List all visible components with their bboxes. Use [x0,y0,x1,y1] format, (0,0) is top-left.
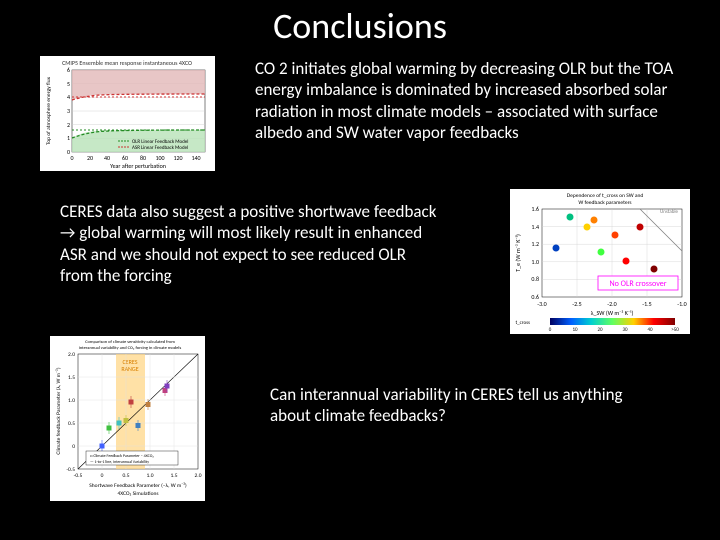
svg-text:0: 0 [101,473,104,479]
svg-text:-2.0: -2.0 [607,300,616,308]
svg-text:1: 1 [67,134,70,142]
svg-text:Dependence of t_cross on SW an: Dependence of t_cross on SW and [567,193,644,199]
svg-text:1.5: 1.5 [171,473,178,479]
svg-text:80: 80 [140,154,146,162]
svg-text:Top of atmosphere energy flux: Top of atmosphere energy flux [46,76,52,145]
conclusion-text-1: CO 2 initiates global warming by decreas… [215,56,700,143]
svg-text:0.5: 0.5 [123,473,130,479]
chart-feedback-dependence: Dependence of t_cross on SW and W feedba… [510,189,690,334]
svg-text:120: 120 [173,154,182,162]
chart1-title: CMIP5 Ensemble mean response instantaneo… [62,59,192,67]
svg-text:1.0: 1.0 [531,258,539,266]
svg-text:2.0: 2.0 [195,473,202,479]
slide-title: Conclusions [0,0,720,56]
svg-text:RANGE: RANGE [121,365,138,373]
conclusion-text-3: Can interannual variability in CERES tel… [205,336,625,427]
svg-text:Shortwave Feedback Parameter (: Shortwave Feedback Parameter (–λ, W m⁻²) [89,482,187,489]
svg-text:1.4: 1.4 [531,223,539,231]
svg-text:2: 2 [67,121,70,129]
svg-text:-2.5: -2.5 [572,300,581,308]
svg-text:1.0: 1.0 [147,473,154,479]
svg-text:5: 5 [67,80,70,88]
svg-text:30: 30 [622,327,628,333]
svg-text:Unstable: Unstable [660,209,679,215]
svg-text:t_cross: t_cross [516,320,531,326]
svg-text:60: 60 [122,154,128,162]
svg-text:λ_SW (W m⁻² K⁻¹): λ_SW (W m⁻² K⁻¹) [591,309,634,317]
svg-text:0.6: 0.6 [531,293,539,301]
svg-text:— 1-to-1 line, Interannual Var: — 1-to-1 line, Interannual Variability [90,460,149,465]
svg-text:-1.5: -1.5 [642,300,651,308]
svg-text:20: 20 [87,154,93,162]
svg-text:T_e (W m⁻² K⁻¹): T_e (W m⁻² K⁻¹) [514,234,522,272]
svg-text:4XCO₂ Simulations: 4XCO₂ Simulations [117,491,158,497]
svg-text:0: 0 [70,154,73,162]
chart-toa-energy: CMIP5 Ensemble mean response instantaneo… [40,56,215,171]
conclusion-text-2: CERES data also suggest a positive short… [60,189,440,286]
svg-text:-0.5: -0.5 [74,473,83,479]
svg-text:Year after perturbation: Year after perturbation [110,162,166,170]
svg-text:Climate feedback Parameter (λ,: Climate feedback Parameter (λ, W m⁻²) [55,367,62,454]
svg-text:1.5: 1.5 [68,375,75,381]
svg-text:1.0: 1.0 [68,398,75,404]
svg-text:140: 140 [191,154,200,162]
svg-text:-0.5: -0.5 [66,467,75,473]
svg-text:Comparison of climate sensitiv: Comparison of climate sensitivity calcul… [85,340,175,345]
svg-text:10: 10 [572,327,578,333]
svg-text:interannual variability and CO: interannual variability and CO₂ forcing … [79,346,182,351]
svg-text:-1.0: -1.0 [677,300,686,308]
svg-text:0.5: 0.5 [68,421,75,427]
svg-text:4: 4 [67,93,70,101]
svg-text:100: 100 [155,154,164,162]
svg-text:W feedback parameters: W feedback parameters [578,200,631,206]
svg-text:0: 0 [549,327,552,333]
svg-text:0.8: 0.8 [531,275,539,283]
svg-text:No OLR crossover: No OLR crossover [609,279,666,289]
svg-text:>50: >50 [671,327,679,333]
svg-text:3: 3 [67,107,70,115]
svg-text:1.2: 1.2 [531,240,539,248]
row-2: CERES data also suggest a positive short… [0,171,720,334]
chart-sensitivity-comparison: Comparison of climate sensitivity calcul… [50,336,205,501]
svg-text:6: 6 [67,66,70,74]
svg-text:2.0: 2.0 [68,352,75,358]
row-3: Comparison of climate sensitivity calcul… [0,334,720,501]
svg-text:0: 0 [72,444,75,450]
svg-text:□ Climate Feedback Parameter –: □ Climate Feedback Parameter – 4XCO₂ [90,454,154,459]
svg-text:40: 40 [647,327,653,333]
svg-text:1.6: 1.6 [531,205,539,213]
svg-text:40: 40 [104,154,110,162]
row-1: CMIP5 Ensemble mean response instantaneo… [0,56,720,171]
svg-text:-3.0: -3.0 [537,300,546,308]
svg-text:20: 20 [597,327,603,333]
svg-text:ASR Linear Feedback Model: ASR Linear Feedback Model [132,145,188,151]
